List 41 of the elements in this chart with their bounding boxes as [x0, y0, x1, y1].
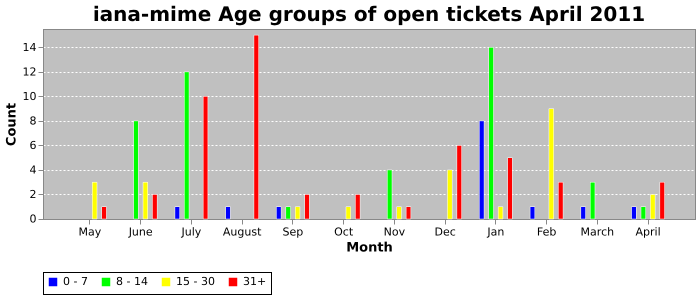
- x-tick-label: Feb: [536, 226, 556, 238]
- y-tick-label: 8: [30, 114, 36, 128]
- bar: [294, 206, 300, 220]
- bar: [640, 206, 646, 220]
- y-tick-label: 10: [22, 90, 36, 103]
- y-tick-label: 6: [30, 138, 36, 152]
- bar: [406, 206, 412, 220]
- y-axis-title: Count: [4, 102, 20, 146]
- y-tick-label: 0: [30, 212, 36, 226]
- bar: [396, 206, 402, 220]
- bar: [101, 206, 107, 220]
- x-tick-label: Oct: [334, 226, 354, 238]
- x-tick-label: August: [222, 226, 262, 238]
- legend-label: 15 - 30: [176, 275, 215, 288]
- x-tick-label: March: [580, 226, 614, 238]
- chart-title: iana-mime Age groups of open tickets April 2011: [92, 2, 646, 26]
- bar: [346, 206, 351, 220]
- bar: [631, 206, 637, 220]
- x-tick-label: Jan: [486, 226, 504, 238]
- bar: [530, 206, 536, 220]
- legend-label: 8 - 14: [116, 275, 148, 288]
- x-tick-label: July: [180, 226, 202, 238]
- x-tick-label: June: [128, 226, 153, 238]
- y-tick-label: 4: [30, 163, 36, 176]
- legend-label: 31+: [243, 275, 266, 288]
- y-tick-label: 12: [22, 65, 36, 78]
- bar: [498, 206, 504, 220]
- x-tick-label: May: [78, 226, 102, 238]
- bar: [174, 206, 180, 220]
- x-axis-title: Month: [346, 240, 393, 256]
- y-tick-label: 14: [22, 40, 36, 54]
- x-tick-label: Sep: [282, 226, 304, 238]
- y-tick-label: 2: [30, 188, 36, 201]
- bar: [286, 206, 291, 220]
- bar: [580, 206, 586, 220]
- legend-label: 0 - 7: [63, 275, 88, 288]
- x-tick-label: April: [635, 226, 661, 238]
- bar: [225, 206, 231, 220]
- bar: [276, 206, 282, 220]
- x-tick-label: Dec: [434, 226, 456, 238]
- x-tick-label: Nov: [384, 226, 406, 238]
